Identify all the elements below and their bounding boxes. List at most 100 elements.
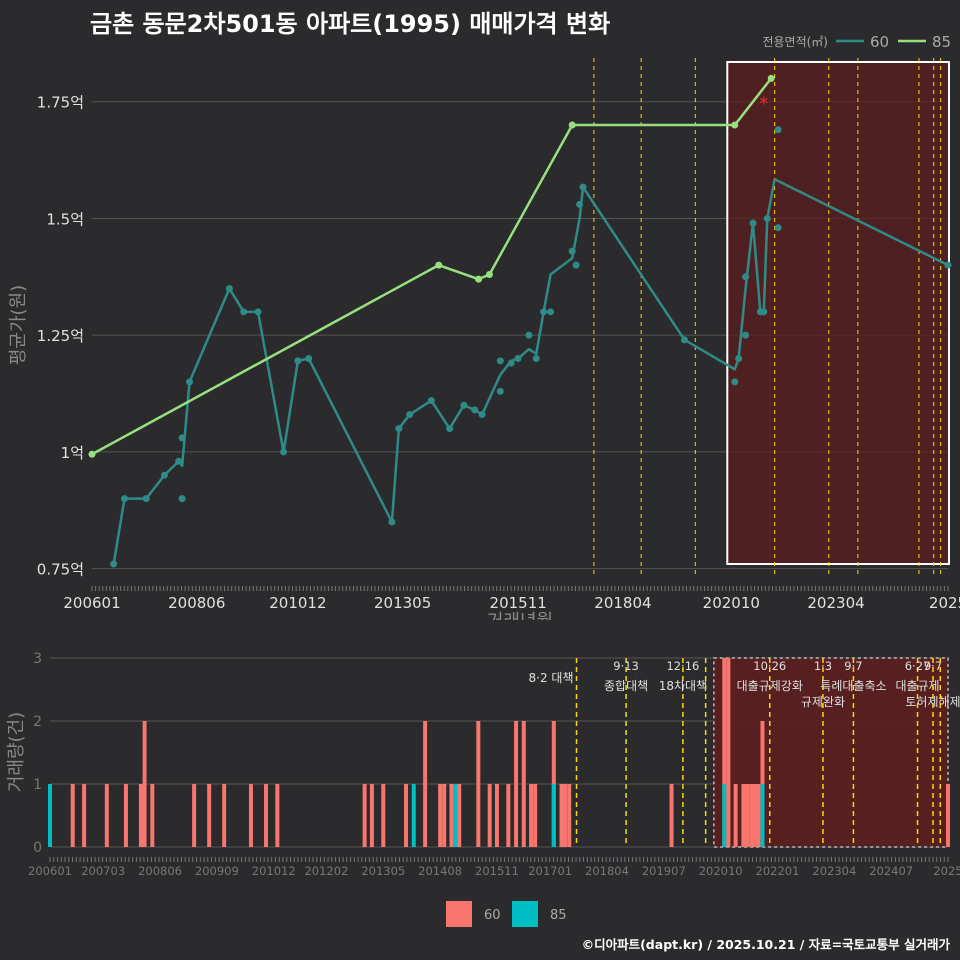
y-tick-label-0: 0.75억 [37, 561, 84, 579]
policy-label-4: 대출규제강화 [737, 679, 803, 693]
data-point-60 [395, 425, 403, 433]
bar-legend-swatch-60 [446, 901, 472, 927]
x-tick-label-0: 200601 [63, 594, 120, 612]
bar-60 [476, 721, 481, 847]
bar-60 [563, 784, 568, 847]
bar-y-tick-label-0: 0 [33, 840, 42, 856]
y-tick-label-2: 1.25억 [37, 327, 84, 345]
data-point-60 [507, 359, 515, 367]
bar-60 [423, 721, 428, 847]
bar-60 [369, 784, 374, 847]
highlight-marker: * [759, 94, 768, 115]
bar-x-tick-label-2: 200806 [138, 864, 182, 878]
bar-y-tick-label-3: 3 [33, 651, 42, 667]
bar-60 [248, 784, 253, 847]
legend-label-60: 60 [870, 33, 889, 51]
x-tick-label-3: 201305 [374, 594, 431, 612]
bar-60 [404, 784, 409, 847]
bar-legend-label-85: 85 [550, 908, 567, 923]
bar-60 [749, 784, 754, 847]
series-line-60 [112, 178, 776, 565]
bar-60 [275, 784, 280, 847]
bar-x-tick-label-5: 201202 [304, 864, 348, 878]
bar-60 [263, 784, 268, 847]
bar-60 [506, 784, 511, 847]
bar-60 [514, 721, 519, 847]
data-point-60 [478, 411, 486, 419]
price-line-chart: 0.75억 1억 1.25억 1.5억 1.75억 200601 200806 201012 2… [8, 33, 960, 620]
y-tick-label-3: 1.5억 [46, 210, 84, 228]
data-point-60 [944, 261, 952, 269]
bar-60 [494, 784, 499, 847]
bar-y-tick-label-1: 1 [33, 777, 42, 793]
data-point-60 [547, 308, 555, 316]
bar-60 [745, 784, 750, 847]
bar-85 [760, 784, 765, 847]
bar-60 [756, 784, 761, 847]
data-point-60 [576, 200, 584, 208]
x-tick-label-5: 201804 [594, 594, 651, 612]
bar-x-tick-label-15: 202407 [869, 864, 913, 878]
data-point-60 [763, 214, 771, 222]
x-tick-label-6: 202010 [703, 594, 760, 612]
bar-60 [70, 784, 75, 847]
data-point-60 [175, 457, 183, 465]
bar-60 [559, 784, 564, 847]
data-point-60 [731, 378, 739, 386]
data-point-60 [496, 357, 504, 365]
data-point-60 [742, 273, 750, 281]
bar-85 [551, 784, 556, 847]
legend-label-85: 85 [932, 33, 951, 51]
policy-label-7: 대출규제 [895, 679, 939, 693]
series-line-extension-60 [774, 178, 949, 267]
bar-85 [48, 784, 52, 847]
data-point-60 [388, 518, 396, 526]
bar-60 [138, 784, 143, 847]
bar-85 [453, 784, 458, 847]
data-point-85 [435, 261, 443, 269]
bar-85 [722, 784, 727, 847]
bar-60 [741, 784, 746, 847]
bar-60 [362, 784, 367, 847]
bar-60 [104, 784, 109, 847]
data-point-60 [225, 284, 233, 292]
bar-60 [381, 784, 386, 847]
data-point-60 [525, 331, 533, 339]
data-point-60 [294, 357, 302, 365]
bar-60 [123, 784, 128, 847]
data-point-60 [540, 308, 548, 316]
bar-60 [533, 784, 538, 847]
x-tick-label-2: 201012 [269, 594, 326, 612]
data-point-60 [572, 261, 580, 269]
data-point-60 [280, 448, 288, 456]
bar-x-tick-label-3: 200909 [195, 864, 239, 878]
policy-date-2: 12·16 [666, 659, 699, 673]
bar-60 [752, 784, 757, 847]
data-point-60 [142, 495, 150, 503]
data-point-60 [774, 126, 782, 134]
policy-date-7: 6·27 [905, 659, 931, 673]
x-tick-label-7: 202304 [807, 594, 864, 612]
bar-x-tick-label-12: 202010 [699, 864, 743, 878]
bar-legend-swatch-85 [512, 901, 538, 927]
data-point-85 [485, 270, 493, 278]
bar-60 [207, 784, 212, 847]
bar-60 [733, 784, 738, 847]
data-point-85 [568, 121, 576, 129]
source-footer: ©디아파트(dapt.kr) / 2025.10.21 / 자료=국토교통부 실… [581, 937, 950, 952]
policy-date-5: 1·3 [814, 659, 832, 673]
bar-60 [222, 784, 227, 847]
bar-x-tick-label-10: 201804 [585, 864, 629, 878]
bar-x-tick-label-16: 2025 [933, 864, 960, 878]
bar-60 [442, 784, 447, 847]
bar-x-tick-label-1: 200703 [81, 864, 125, 878]
data-point-60 [579, 183, 587, 191]
policy-date-1: 9·13 [613, 659, 639, 673]
bar-60 [946, 784, 950, 847]
policy-label-8: 토허제해제 [905, 695, 960, 709]
bar-60 [150, 784, 155, 847]
policy-label-0: 8·2 대책 [529, 670, 574, 685]
bar-60 [487, 784, 492, 847]
y-axis-label: 평균가(원) [8, 285, 29, 365]
data-point-60 [240, 308, 248, 316]
